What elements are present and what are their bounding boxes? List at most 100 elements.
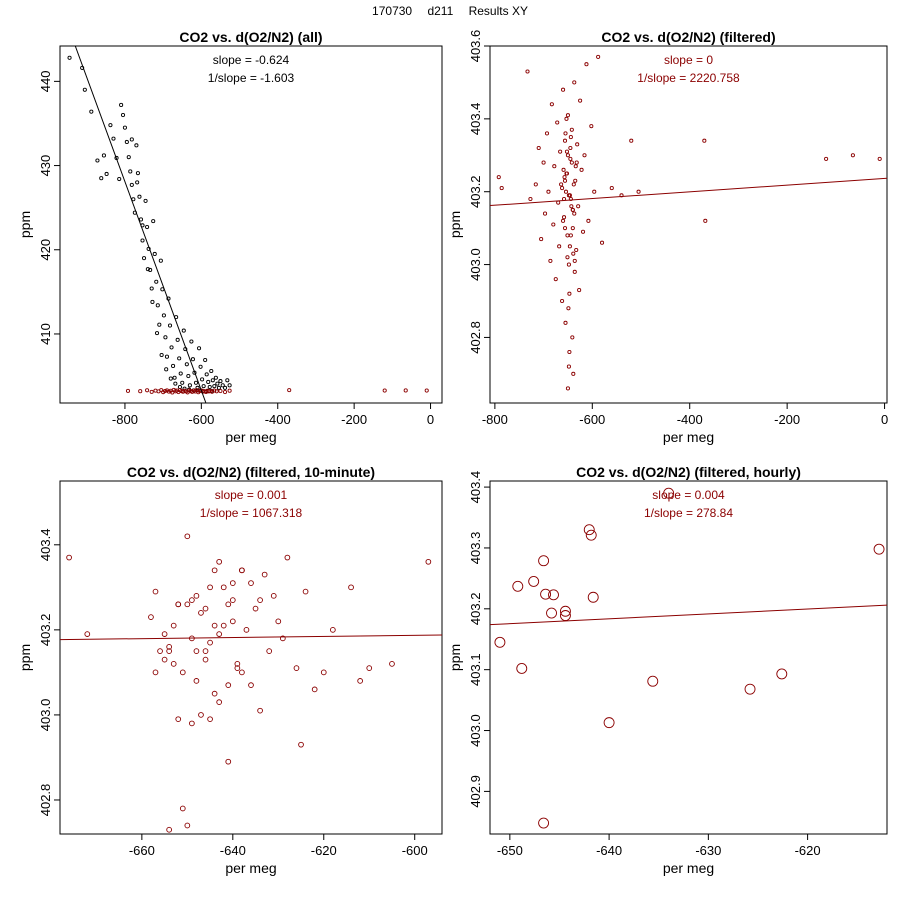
- data-point: [248, 682, 254, 688]
- inverse-slope-label: 1/slope = -1.603: [208, 71, 295, 85]
- x-tick-label: -400: [677, 412, 703, 427]
- data-point: [542, 211, 548, 216]
- data-point: [212, 388, 217, 393]
- data-point: [202, 648, 209, 654]
- data-point: [184, 601, 191, 608]
- data-point: [270, 592, 277, 599]
- series-hourly: [494, 487, 885, 829]
- data-point: [234, 665, 241, 671]
- series-10-minute: [66, 533, 432, 833]
- data-point: [108, 123, 113, 128]
- inverse-slope-label: 1/slope = 1067.318: [200, 506, 303, 520]
- data-point: [561, 218, 566, 223]
- data-point: [168, 376, 173, 381]
- data-point: [574, 160, 579, 165]
- y-tick-label: 403.3: [468, 532, 483, 565]
- data-point: [189, 597, 195, 603]
- data-point: [573, 178, 578, 183]
- data-point: [560, 298, 565, 304]
- data-point: [744, 683, 756, 695]
- plot-frame: [489, 45, 888, 404]
- data-point: [150, 299, 155, 305]
- data-point: [193, 678, 200, 684]
- y-tick-label: 403.4: [38, 529, 53, 562]
- data-point: [565, 113, 570, 118]
- data-point: [563, 320, 568, 325]
- data-point: [567, 193, 572, 198]
- data-point: [565, 233, 570, 238]
- fit-line: [490, 604, 887, 626]
- data-point: [129, 182, 134, 187]
- series-filtered: [125, 387, 429, 395]
- data-point: [546, 607, 557, 619]
- data-point: [565, 153, 570, 158]
- fit-line: [74, 46, 207, 403]
- data-point: [252, 605, 259, 612]
- data-point: [589, 124, 594, 129]
- data-point: [225, 682, 232, 688]
- x-tick-label: -600: [188, 412, 214, 427]
- inverse-slope-label: 1/slope = 278.84: [644, 506, 733, 520]
- data-point: [119, 102, 124, 107]
- x-tick-label: -640: [596, 843, 622, 858]
- data-point: [578, 98, 583, 103]
- data-point: [175, 337, 180, 342]
- slope-label: slope = 0.004: [652, 488, 725, 502]
- data-point: [298, 741, 304, 748]
- data-point: [181, 328, 186, 333]
- fit-line: [60, 634, 442, 641]
- data-point: [152, 251, 157, 257]
- data-point: [266, 648, 273, 654]
- data-point: [561, 87, 566, 92]
- data-point: [541, 160, 546, 165]
- data-point: [559, 610, 571, 621]
- panel-4: CO2 vs. d(O2/N2) (filtered, hourly) -650 -…: [447, 464, 888, 876]
- data-point: [163, 335, 168, 340]
- data-point: [158, 258, 163, 263]
- data-point: [229, 580, 236, 586]
- y-axis-label: ppm: [17, 211, 33, 238]
- data-point: [564, 116, 569, 121]
- data-point: [572, 211, 577, 216]
- data-point: [425, 558, 432, 565]
- data-point: [211, 622, 218, 629]
- x-axis-label: per meg: [663, 429, 714, 445]
- x-tick-label: -200: [774, 412, 800, 427]
- data-point: [95, 158, 100, 163]
- data-point: [184, 362, 189, 367]
- x-tick-label: -400: [265, 412, 291, 427]
- data-point: [877, 156, 882, 161]
- header-station: d211: [427, 4, 454, 18]
- data-point: [567, 349, 572, 355]
- data-point: [647, 675, 659, 687]
- data-point: [225, 378, 230, 383]
- data-point: [248, 580, 254, 586]
- data-point: [225, 758, 232, 765]
- data-point: [579, 167, 584, 172]
- data-layer: [67, 46, 429, 403]
- data-point: [586, 218, 591, 223]
- data-point: [572, 80, 577, 85]
- data-point: [564, 149, 570, 154]
- data-point: [558, 149, 563, 154]
- data-point: [152, 588, 159, 595]
- data-point: [227, 383, 232, 388]
- data-point: [538, 555, 550, 567]
- data-point: [824, 156, 829, 161]
- data-point: [178, 371, 183, 376]
- data-point: [84, 631, 91, 637]
- data-point: [560, 186, 565, 191]
- data-layer: [490, 54, 887, 391]
- data-point: [499, 186, 504, 191]
- data-point: [201, 384, 206, 389]
- data-point: [528, 575, 540, 587]
- data-point: [207, 584, 213, 591]
- data-point: [571, 371, 576, 376]
- data-point: [599, 240, 605, 245]
- y-tick-label: 403.0: [468, 714, 483, 747]
- x-tick-label: -660: [129, 843, 155, 858]
- data-point: [403, 388, 408, 393]
- x-axis-label: per meg: [663, 860, 714, 876]
